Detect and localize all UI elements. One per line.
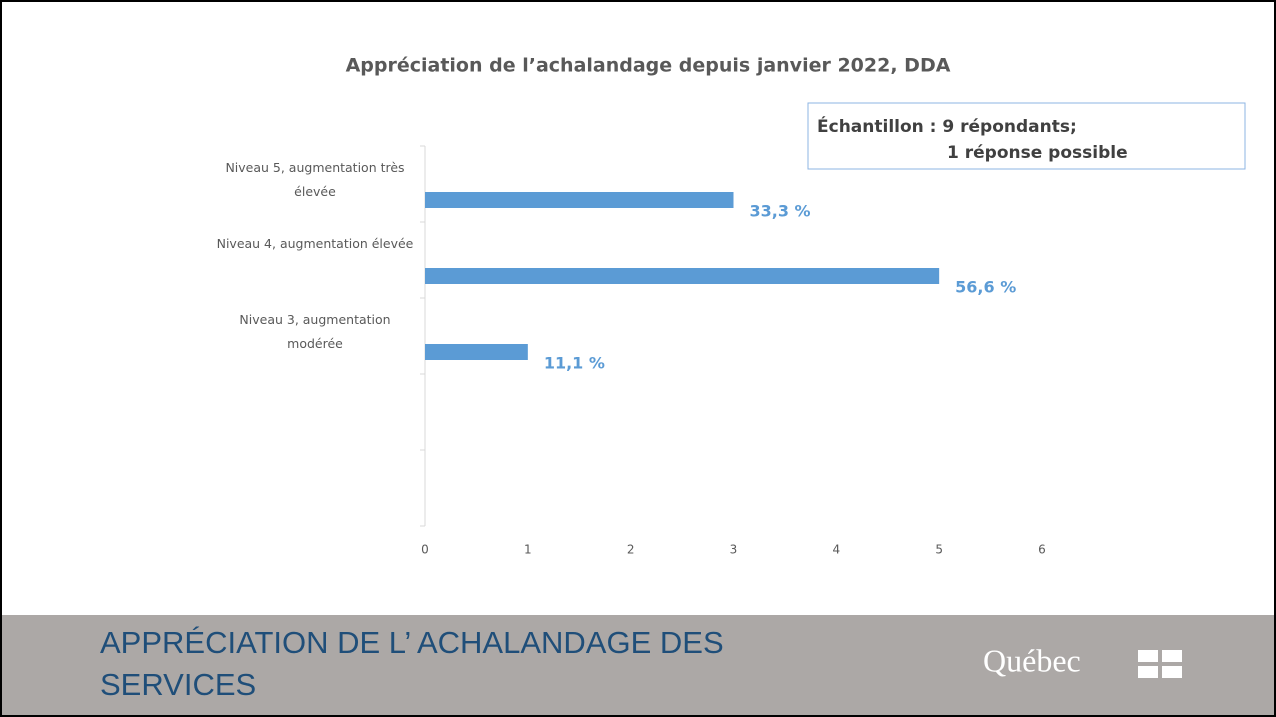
logo-flag — [1138, 650, 1182, 678]
bar — [425, 192, 734, 208]
data-label: 11,1 % — [544, 354, 605, 373]
category-label: Niveau 4, augmentation élevée — [216, 236, 414, 251]
chart-title: Appréciation de l’achalandage depuis jan… — [346, 55, 951, 77]
category-label: Niveau 5, augmentation très élevée — [225, 160, 405, 199]
category-label-box: Niveau 5, augmentation très élevée — [225, 160, 405, 199]
annotation-box — [807, 102, 1246, 170]
bar — [425, 268, 940, 284]
x-tick-label: 3 — [730, 543, 738, 557]
x-tick-label: 5 — [935, 543, 943, 557]
x-tick-label: 0 — [421, 543, 429, 557]
bar — [425, 344, 528, 360]
x-tick-label: 4 — [833, 543, 841, 557]
footer-title-box: APPRÉCIATION DE L’ ACHALANDAGE DES SERVI… — [100, 625, 724, 702]
logo: Québec — [983, 642, 1081, 678]
category-label-box: Niveau 3, augmentation modérée — [239, 312, 391, 351]
data-label: 56,6 % — [955, 278, 1016, 297]
category-label: Niveau 3, augmentation modérée — [239, 312, 391, 351]
annotation-line: 1 réponse possible — [947, 143, 1128, 163]
x-tick-label: 1 — [524, 543, 532, 557]
footer-title: APPRÉCIATION DE L’ ACHALANDAGE DES SERVI… — [100, 625, 724, 702]
footer-band — [2, 615, 1274, 715]
annotation-line: Échantillon : 9 répondants; — [817, 115, 1077, 137]
x-tick-label: 6 — [1038, 543, 1046, 557]
x-tick-label: 2 — [627, 543, 635, 557]
data-label: 33,3 % — [750, 202, 811, 221]
category-label-box: Niveau 4, augmentation élevée — [216, 236, 414, 251]
